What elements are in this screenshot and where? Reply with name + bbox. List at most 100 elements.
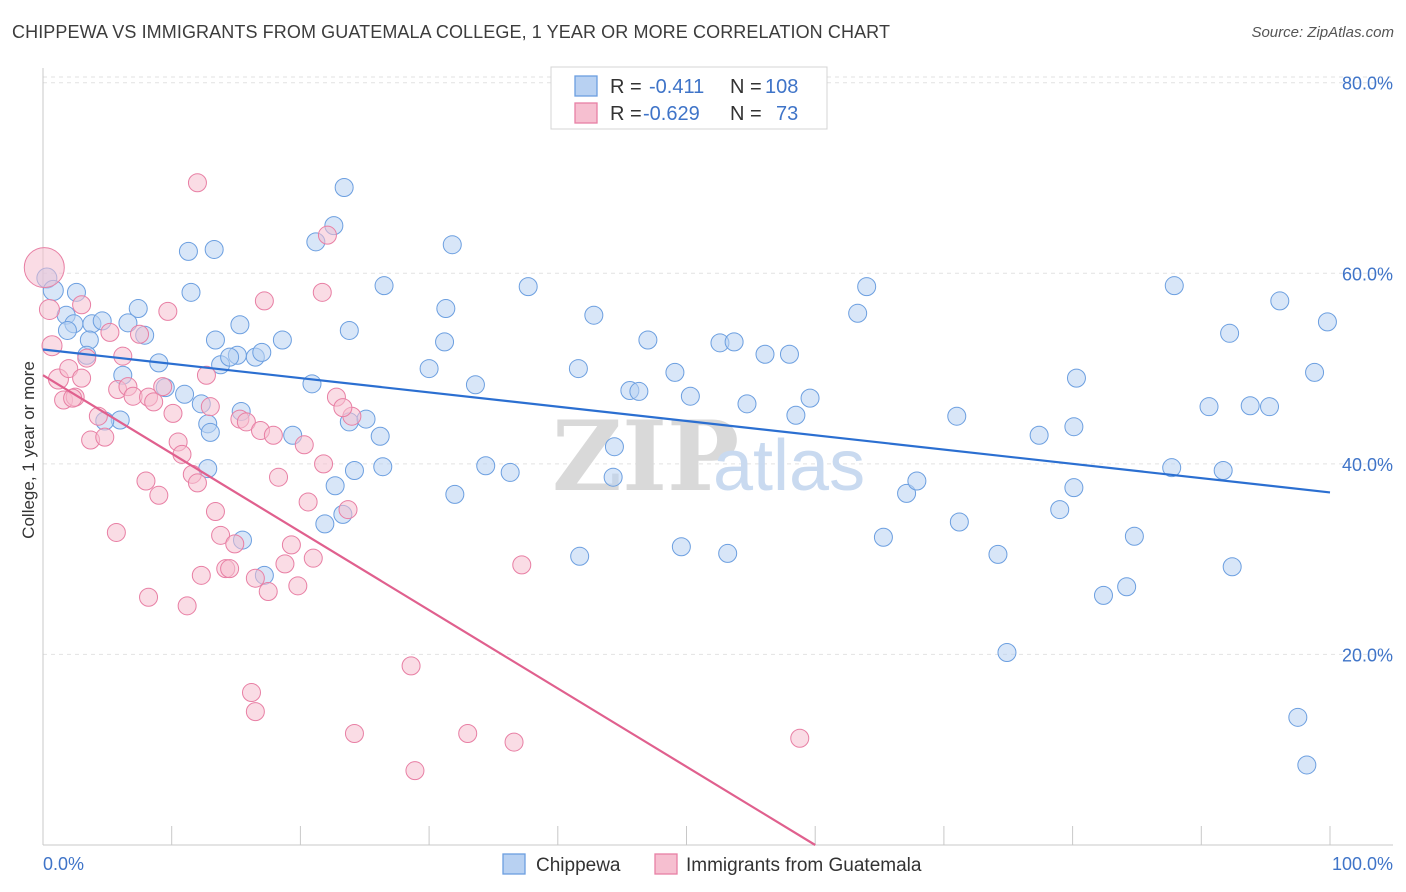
chippewa-point-36 — [638, 330, 658, 350]
chippewa-point-58 — [315, 514, 335, 534]
series-legend: Chippewa Immigrants from Guatemala — [502, 853, 922, 876]
chippewa-point-96 — [1240, 396, 1260, 416]
chippewa-trend-line — [42, 348, 1331, 494]
guatemala-point-24 — [158, 301, 178, 321]
chippewa-point-32 — [568, 359, 588, 379]
guatemala-point-67 — [333, 398, 353, 418]
guatemala-point-19 — [136, 471, 156, 491]
chart-source: Source: ZipAtlas.com — [1251, 24, 1394, 41]
guatemala-point-40 — [236, 412, 256, 432]
chippewa-points — [36, 178, 1337, 775]
chippewa-point-16 — [230, 315, 250, 335]
chippewa-point-68 — [500, 462, 520, 482]
chippewa-point-81 — [997, 643, 1017, 663]
chippewa-point-5 — [57, 320, 77, 340]
chippewa-point-98 — [1270, 291, 1290, 311]
guatemala-point-0 — [23, 247, 65, 289]
legend-swatch-chippewa — [574, 75, 598, 97]
legend-n-value-chippewa: 108 — [765, 76, 798, 98]
grid-lines — [43, 76, 1393, 655]
guatemala-point-51 — [294, 435, 314, 455]
legend-r-label-chippewa: R = — [610, 76, 642, 98]
guatemala-point-55 — [317, 225, 337, 245]
chippewa-point-51 — [200, 422, 220, 442]
chippewa-point-89 — [1124, 526, 1144, 546]
chippewa-point-100 — [1305, 362, 1325, 382]
chippewa-point-27 — [435, 332, 455, 352]
axes — [42, 68, 1393, 846]
guatemala-point-61 — [405, 761, 425, 781]
guatemala-point-44 — [254, 291, 274, 311]
guatemala-point-45 — [258, 582, 278, 602]
chippewa-point-94 — [1220, 323, 1240, 343]
legend-n-label-chippewa: N = — [730, 76, 762, 98]
chippewa-point-92 — [1199, 397, 1219, 417]
y-tick-label-2: 60.0% — [1342, 264, 1393, 284]
chippewa-point-64 — [370, 426, 390, 446]
y-tick-label-0: 20.0% — [1342, 645, 1393, 665]
chippewa-point-41 — [737, 394, 757, 414]
guatemala-point-70 — [106, 522, 126, 542]
guatemala-point-15 — [113, 346, 133, 366]
guatemala-point-9 — [77, 348, 97, 368]
guatemala-point-60 — [401, 656, 421, 676]
y-tick-label-3: 80.0% — [1342, 74, 1393, 94]
guatemala-point-30 — [187, 173, 207, 193]
guatemala-point-31 — [191, 565, 211, 585]
chippewa-point-74 — [779, 344, 799, 364]
chippewa-point-46 — [857, 277, 877, 297]
chippewa-point-79 — [947, 406, 967, 426]
watermark-atlas: atlas — [713, 426, 865, 506]
guatemala-point-66 — [312, 282, 332, 302]
guatemala-point-63 — [504, 732, 524, 752]
chippewa-point-99 — [1288, 707, 1308, 727]
chippewa-point-93 — [1213, 461, 1233, 481]
chippewa-point-86 — [1064, 417, 1084, 437]
guatemala-point-1 — [38, 298, 60, 320]
chippewa-point-38 — [680, 386, 700, 406]
chippewa-point-13 — [181, 282, 201, 302]
chippewa-point-49 — [175, 384, 195, 404]
chippewa-point-37 — [665, 362, 685, 382]
guatemala-point-54 — [314, 454, 334, 474]
chippewa-point-101 — [1297, 755, 1317, 775]
chippewa-point-84 — [1064, 478, 1084, 498]
legend-r-value-guatemala: -0.629 — [643, 103, 700, 125]
chippewa-point-44 — [800, 388, 820, 408]
guatemala-point-37 — [220, 559, 240, 579]
chippewa-point-10 — [128, 299, 148, 319]
guatemala-point-72 — [245, 702, 265, 722]
chippewa-point-85 — [1066, 368, 1086, 388]
series-legend-swatch-chippewa — [502, 853, 526, 875]
chippewa-point-91 — [1164, 276, 1184, 296]
chippewa-point-19 — [252, 342, 272, 362]
guatemala-point-12 — [95, 427, 115, 447]
chippewa-point-31 — [518, 277, 538, 297]
x-tick-labels: 0.0% 100.0% — [43, 854, 1393, 874]
guatemala-point-22 — [149, 485, 169, 505]
guatemala-point-2 — [41, 335, 63, 357]
legend-swatch-guatemala — [574, 102, 598, 124]
chippewa-point-20 — [272, 330, 292, 350]
guatemala-point-18 — [130, 324, 150, 344]
guatemala-point-53 — [303, 548, 323, 568]
guatemala-point-13 — [100, 322, 120, 342]
guatemala-point-32 — [196, 365, 216, 385]
chippewa-point-35 — [629, 381, 649, 401]
chippewa-point-88 — [1117, 577, 1137, 597]
guatemala-point-8 — [72, 368, 92, 388]
chippewa-point-69 — [604, 437, 624, 457]
guatemala-point-25 — [163, 403, 183, 423]
chippewa-point-70 — [603, 467, 623, 487]
guatemala-point-50 — [288, 576, 308, 596]
guatemala-point-38 — [225, 534, 245, 554]
chippewa-point-43 — [786, 405, 806, 425]
guatemala-point-21 — [144, 392, 164, 412]
guatemala-point-47 — [269, 467, 289, 487]
chippewa-point-26 — [419, 359, 439, 379]
guatemala-point-5 — [59, 359, 79, 379]
chippewa-point-45 — [848, 303, 868, 323]
chippewa-point-61 — [344, 461, 364, 481]
guatemala-point-35 — [211, 525, 231, 545]
